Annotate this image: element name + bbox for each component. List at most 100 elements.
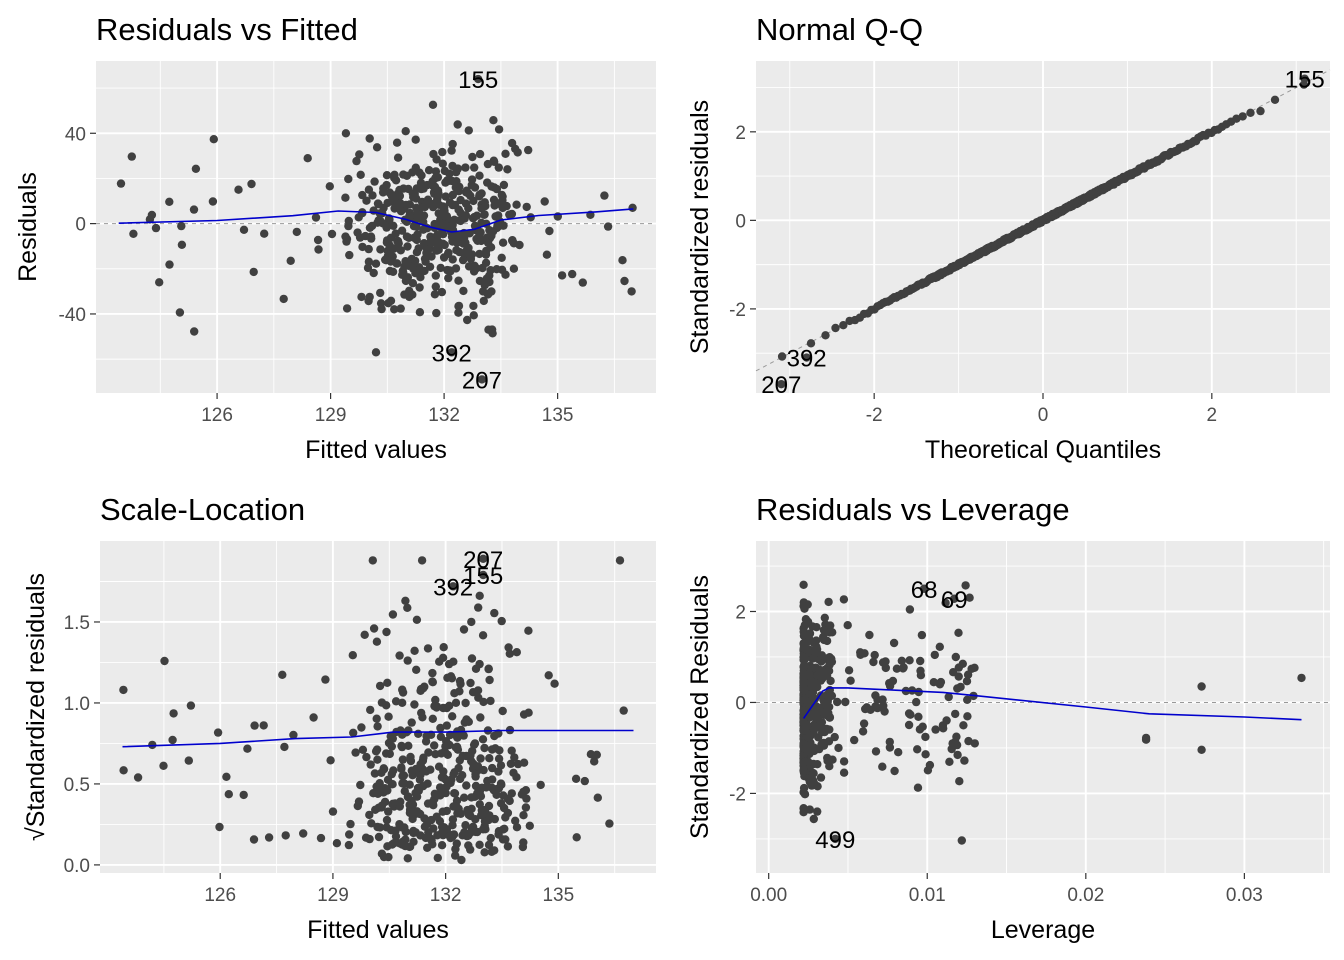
data-point	[800, 757, 810, 766]
data-point	[618, 256, 627, 265]
data-point	[457, 855, 466, 865]
data-point	[438, 239, 448, 248]
x-tick-label: 0	[1038, 405, 1049, 426]
grid	[756, 61, 1330, 393]
x-axis-title: Fitted values	[307, 916, 449, 944]
data-point	[869, 657, 878, 667]
data-point	[500, 824, 509, 833]
y-tick-label: 2	[735, 123, 746, 144]
data-point	[398, 688, 408, 697]
data-point	[839, 757, 849, 766]
data-point	[964, 736, 973, 746]
data-point	[503, 165, 512, 174]
data-point	[127, 152, 136, 161]
data-point	[360, 630, 369, 639]
data-point	[344, 174, 353, 184]
data-point	[488, 763, 497, 773]
data-point	[384, 807, 393, 816]
point-label: 392	[433, 574, 473, 601]
x-tick-label: 0.03	[1226, 885, 1263, 906]
data-point	[412, 615, 422, 624]
data-point	[505, 796, 514, 806]
data-point	[364, 296, 373, 306]
data-point	[963, 712, 972, 721]
data-point	[485, 226, 494, 235]
labelled-point	[802, 353, 811, 362]
data-point	[303, 154, 312, 163]
data-point	[826, 676, 835, 686]
data-point	[437, 749, 446, 758]
data-point	[945, 757, 954, 766]
data-point	[580, 776, 589, 786]
data-point	[509, 264, 519, 273]
data-point	[259, 721, 268, 730]
data-point	[484, 289, 493, 298]
data-point	[518, 842, 528, 852]
data-point	[129, 229, 138, 238]
data-point	[393, 153, 403, 162]
data-point	[364, 257, 374, 266]
data-point	[407, 254, 416, 264]
data-point	[292, 227, 301, 237]
data-point	[605, 819, 614, 828]
data-point	[831, 323, 840, 333]
data-point	[448, 712, 457, 721]
data-point	[487, 847, 496, 856]
data-point	[475, 591, 484, 600]
data-point	[572, 833, 581, 842]
data-point	[839, 768, 849, 777]
x-tick-label: 129	[317, 885, 349, 906]
data-point	[168, 735, 177, 745]
point-label: 155	[463, 563, 503, 590]
data-point	[414, 729, 423, 738]
data-point	[420, 822, 430, 831]
data-point	[507, 746, 516, 755]
data-point	[382, 171, 392, 180]
data-point	[470, 163, 479, 172]
data-point	[916, 671, 926, 680]
data-point	[806, 712, 816, 722]
data-point	[490, 157, 499, 166]
x-tick-label: 129	[315, 405, 347, 426]
data-point	[280, 742, 289, 752]
data-point	[449, 770, 458, 779]
data-point	[627, 287, 636, 296]
data-point	[1141, 733, 1151, 743]
data-point	[381, 255, 390, 264]
data-point	[499, 180, 509, 190]
data-point	[475, 249, 484, 259]
x-tick-label: 132	[428, 405, 460, 426]
data-point	[432, 702, 442, 711]
data-point	[388, 800, 397, 809]
data-point	[454, 308, 463, 317]
labelled-point	[448, 582, 458, 591]
data-point	[916, 656, 925, 666]
data-point	[367, 819, 376, 828]
data-point	[897, 656, 906, 665]
data-point	[438, 147, 447, 157]
data-point	[169, 709, 178, 718]
data-point	[482, 246, 491, 256]
data-point	[439, 643, 448, 652]
data-point	[469, 267, 479, 276]
data-point	[803, 617, 813, 626]
data-point	[905, 605, 915, 614]
data-point	[309, 713, 318, 722]
data-point	[346, 819, 355, 829]
data-point	[1232, 114, 1241, 123]
data-point	[805, 629, 815, 638]
data-point	[1197, 745, 1206, 754]
data-point	[316, 833, 326, 843]
data-point	[362, 196, 371, 205]
data-point	[956, 682, 965, 692]
data-point	[474, 603, 483, 612]
x-tick-label: 0.02	[1067, 885, 1104, 906]
data-point	[382, 823, 391, 832]
data-point	[870, 650, 879, 660]
data-point	[378, 188, 388, 197]
data-point	[949, 668, 958, 677]
data-point	[494, 830, 503, 839]
